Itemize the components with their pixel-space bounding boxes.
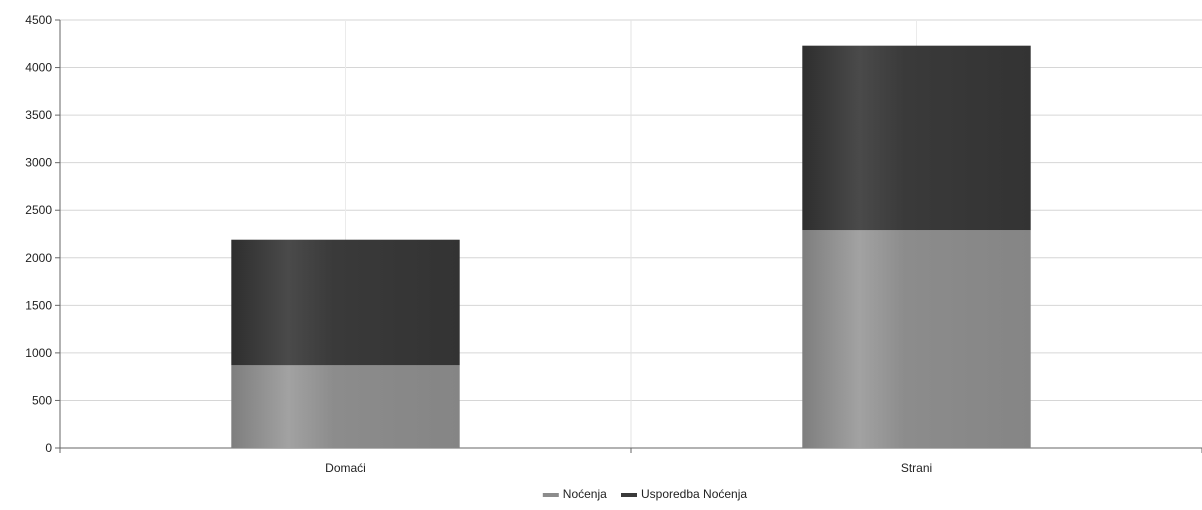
bar-noćenja-1 [231, 365, 460, 448]
legend: Noćenja Usporedba Noćenja [542, 487, 747, 501]
axis-labels: 0 500 1000 1500 2000 2500 3000 3500 4000 4500 Doma… [25, 13, 932, 475]
y-tick-label: 2000 [25, 251, 52, 265]
y-tick-label: 500 [32, 393, 52, 407]
y-tick-label: 3500 [25, 108, 52, 122]
bar-noćenja-2 [802, 230, 1031, 448]
y-tick-label: 2500 [25, 203, 52, 217]
legend-swatch [542, 493, 559, 497]
y-tick-label: 4000 [25, 61, 52, 75]
legend-swatch [621, 493, 637, 497]
y-tick-label: 1000 [25, 346, 52, 360]
bars [231, 45, 1031, 448]
legend-label: Noćenja [563, 487, 607, 501]
bar-usporedba-noćenja-1 [231, 239, 460, 366]
y-tick-label: 1500 [25, 298, 52, 312]
legend-label: Usporedba Noćenja [641, 487, 747, 501]
y-tick-label: 0 [45, 441, 52, 455]
x-category-label: Strani [901, 461, 932, 475]
x-category-label: Domaći [325, 461, 366, 475]
bar-usporedba-noćenja-2 [802, 45, 1031, 231]
y-tick-label: 4500 [25, 13, 52, 27]
y-tick-label: 3000 [25, 156, 52, 170]
